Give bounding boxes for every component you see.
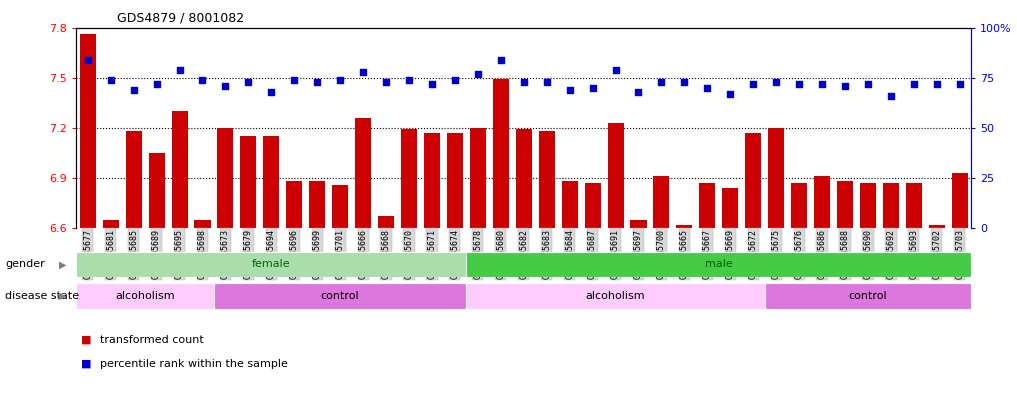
Point [103, 77, 119, 83]
Text: GDS4879 / 8001082: GDS4879 / 8001082 [117, 12, 244, 25]
Bar [194, 220, 211, 228]
Point [79, 57, 96, 63]
Bar [214, 283, 467, 309]
Bar [860, 183, 876, 228]
Bar [765, 283, 971, 309]
Text: alcoholism: alcoholism [115, 291, 175, 301]
Bar [467, 283, 765, 309]
Point [286, 77, 302, 83]
Point [607, 66, 623, 73]
Point [859, 81, 876, 87]
Bar [424, 133, 440, 228]
Point [194, 77, 211, 83]
Bar [401, 129, 417, 228]
Text: female: female [252, 259, 291, 269]
Point [446, 77, 463, 83]
Text: percentile rank within the sample: percentile rank within the sample [100, 358, 288, 369]
Bar [929, 224, 945, 228]
Text: ■: ■ [81, 358, 92, 369]
Bar [355, 118, 371, 228]
Point [653, 79, 669, 85]
Bar [952, 173, 968, 228]
Bar [263, 136, 280, 228]
Point [883, 92, 899, 99]
Point [492, 57, 508, 63]
Bar [607, 123, 623, 228]
Bar [883, 183, 899, 228]
Point [952, 81, 968, 87]
Point [631, 88, 647, 95]
Bar [172, 111, 187, 228]
Point [745, 81, 762, 87]
Bar [79, 34, 96, 228]
Point [378, 79, 395, 85]
Text: disease state: disease state [5, 291, 79, 301]
Point [768, 79, 784, 85]
Bar [653, 176, 669, 228]
Point [332, 77, 348, 83]
Bar [585, 183, 601, 228]
Point [837, 83, 853, 89]
Bar [218, 128, 234, 228]
Text: control: control [848, 291, 887, 301]
Point [516, 79, 532, 85]
Point [791, 81, 807, 87]
Point [218, 83, 234, 89]
Point [424, 81, 440, 87]
Bar [493, 79, 508, 228]
Text: ▶: ▶ [59, 291, 66, 301]
Point [722, 90, 738, 97]
Bar [516, 129, 532, 228]
Bar [467, 252, 971, 277]
Bar [700, 183, 715, 228]
Bar [722, 188, 738, 228]
Point [172, 66, 188, 73]
Bar [768, 128, 784, 228]
Bar [126, 131, 141, 228]
Bar [240, 136, 256, 228]
Text: gender: gender [5, 259, 45, 269]
Bar [631, 220, 647, 228]
Bar [286, 181, 302, 228]
Point [561, 86, 578, 93]
Bar [378, 216, 395, 228]
Point [263, 88, 280, 95]
Point [309, 79, 325, 85]
Point [700, 84, 716, 91]
Point [906, 81, 922, 87]
Point [148, 81, 165, 87]
Point [401, 77, 417, 83]
Point [355, 68, 371, 75]
Bar [791, 183, 807, 228]
Text: transformed count: transformed count [100, 335, 203, 345]
Bar [333, 184, 348, 228]
Bar [76, 252, 467, 277]
Bar [470, 128, 486, 228]
Bar [676, 224, 693, 228]
Bar [906, 183, 921, 228]
Bar [148, 153, 165, 228]
Bar [103, 220, 119, 228]
Point [539, 79, 555, 85]
Text: ▶: ▶ [59, 259, 66, 269]
Bar [814, 176, 830, 228]
Text: ■: ■ [81, 335, 92, 345]
Point [676, 79, 693, 85]
Bar [561, 181, 578, 228]
Bar [446, 133, 463, 228]
Point [814, 81, 830, 87]
Text: alcoholism: alcoholism [586, 291, 646, 301]
Bar [309, 181, 325, 228]
Point [125, 86, 141, 93]
Point [585, 84, 601, 91]
Bar [76, 283, 214, 309]
Bar [837, 181, 853, 228]
Bar [745, 133, 762, 228]
Point [470, 70, 486, 77]
Text: control: control [320, 291, 359, 301]
Point [929, 81, 945, 87]
Bar [539, 131, 554, 228]
Point [240, 79, 256, 85]
Text: male: male [705, 259, 732, 269]
